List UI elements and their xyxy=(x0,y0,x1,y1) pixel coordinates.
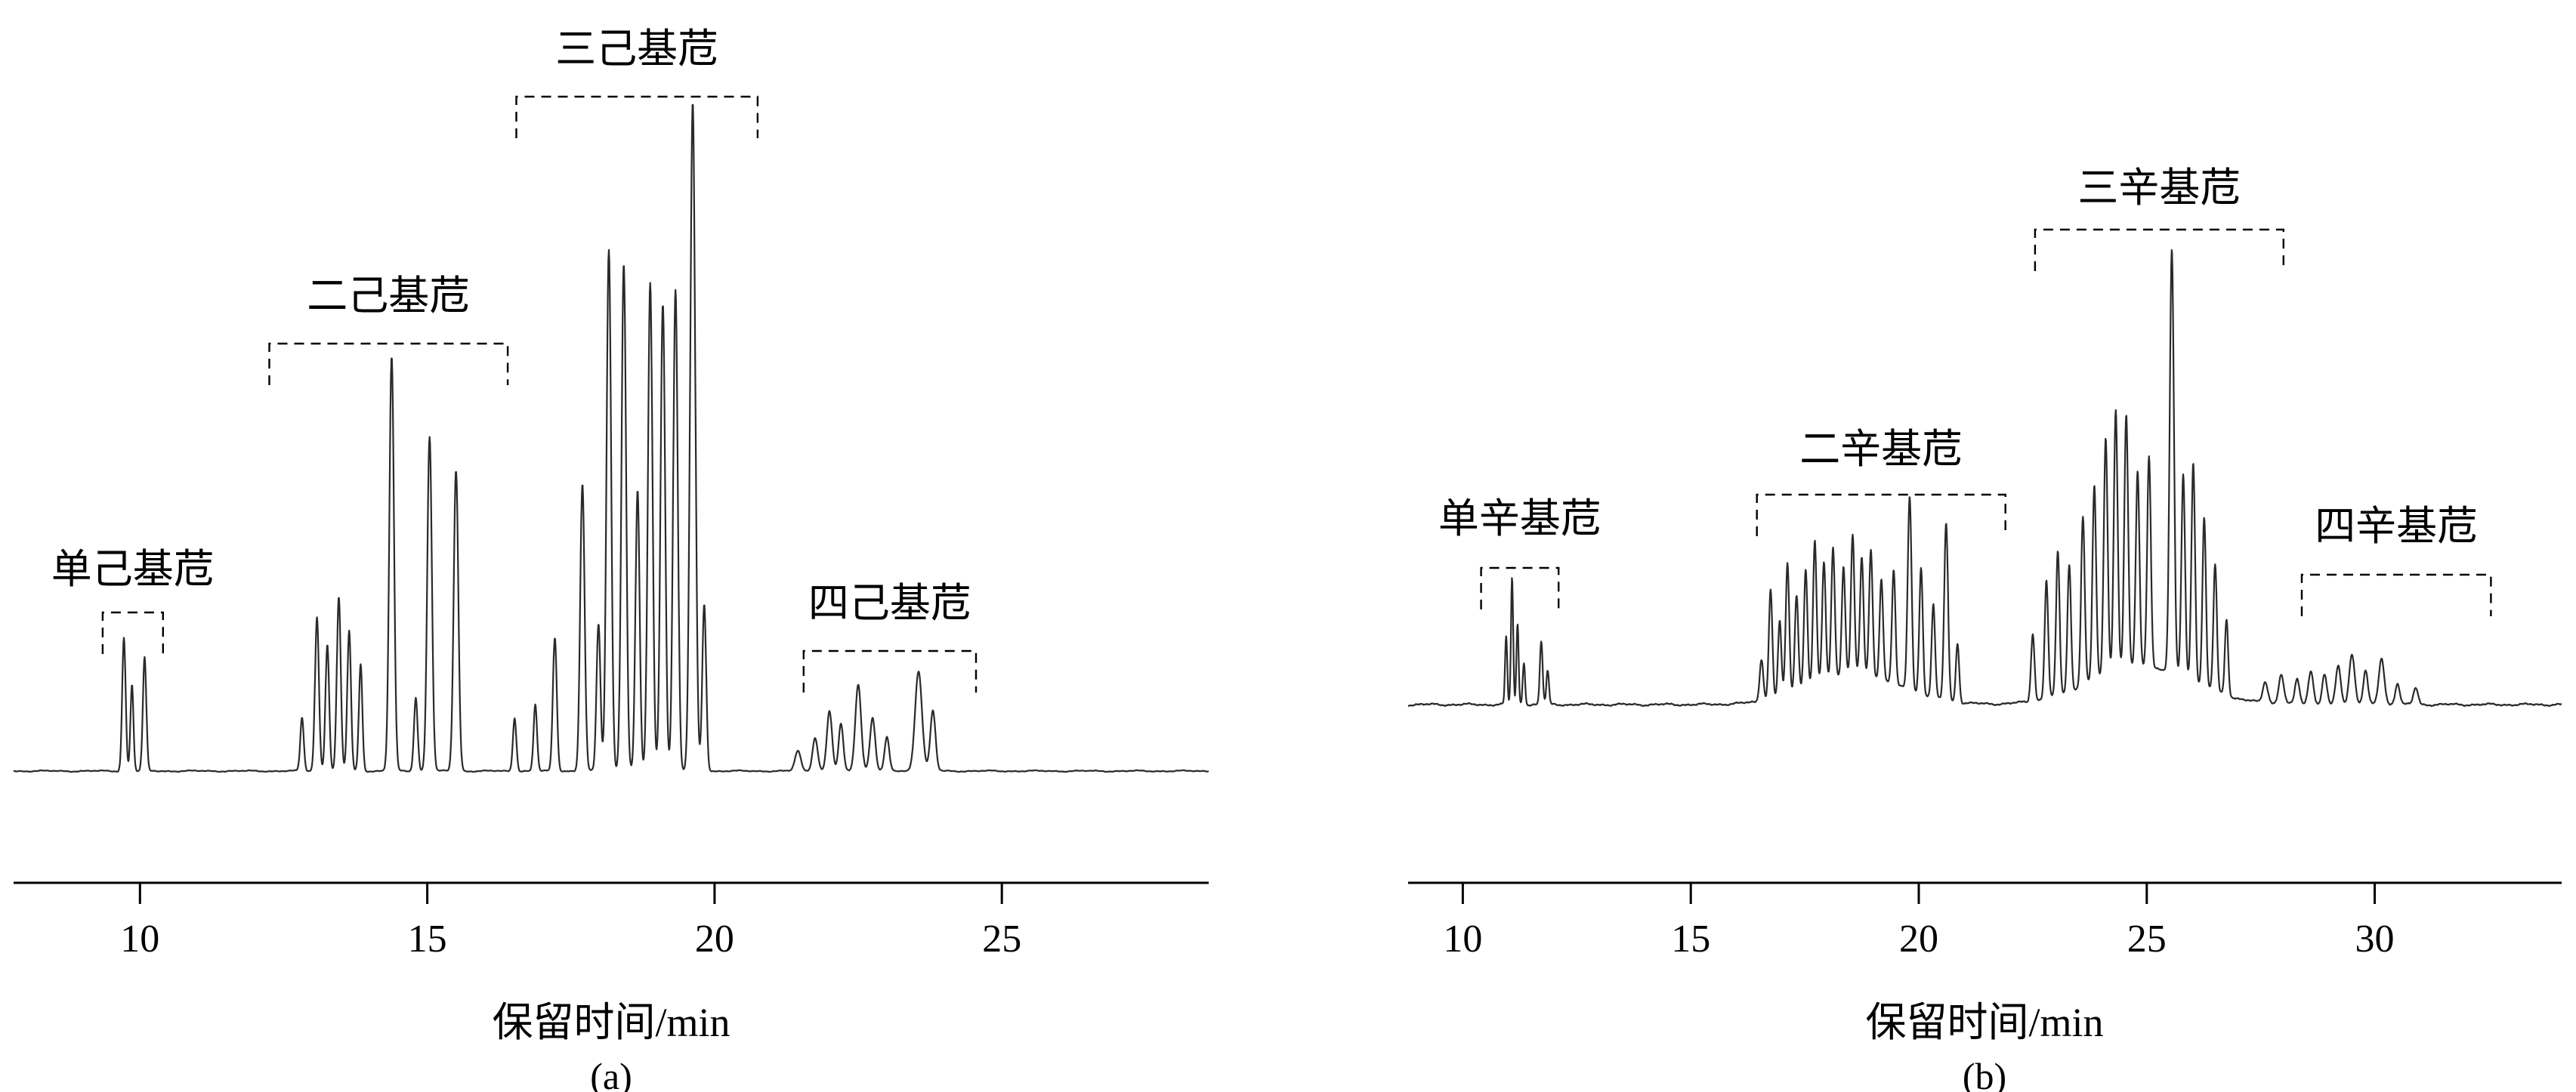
cluster-label: 四己基苊 xyxy=(808,581,971,626)
cluster-bracket xyxy=(1756,493,2006,536)
cluster-bracket xyxy=(515,95,759,138)
cluster-label: 二辛基苊 xyxy=(1799,427,1963,472)
cluster-bracket xyxy=(268,342,509,385)
panel-label-a: (a) xyxy=(590,1055,632,1092)
cluster-label: 三己基苊 xyxy=(555,26,718,72)
x-axis-title-a: 保留时间/min xyxy=(492,1000,730,1045)
cluster-bracket xyxy=(101,611,164,654)
cluster-label: 四辛基苊 xyxy=(2315,504,2478,549)
cluster-label: 单辛基苊 xyxy=(1438,496,1602,541)
x-tick-label: 30 xyxy=(2355,918,2395,961)
cluster-bracket xyxy=(2300,573,2492,616)
x-tick-label: 10 xyxy=(120,918,159,961)
x-tick-label: 15 xyxy=(1671,918,1710,961)
cluster-label: 二己基苊 xyxy=(307,273,470,319)
x-tick-label: 10 xyxy=(1443,918,1482,961)
x-axis-title-b: 保留时间/min xyxy=(1865,1000,2103,1045)
cluster-bracket xyxy=(1480,566,1560,609)
panel-label-b: (b) xyxy=(1963,1055,2006,1092)
x-tick-label: 25 xyxy=(982,918,1021,961)
chromatogram-trace xyxy=(1407,249,2562,708)
cluster-bracket xyxy=(2034,228,2284,271)
chromatogram-trace xyxy=(13,103,1209,773)
x-tick-label: 20 xyxy=(695,918,734,961)
x-tick-label: 20 xyxy=(1899,918,1938,961)
cluster-label: 三辛基苊 xyxy=(2077,165,2241,211)
x-tick-label: 15 xyxy=(408,918,447,961)
cluster-label: 单己基苊 xyxy=(51,547,215,592)
cluster-bracket xyxy=(802,649,978,693)
x-tick-label: 25 xyxy=(2127,918,2167,961)
